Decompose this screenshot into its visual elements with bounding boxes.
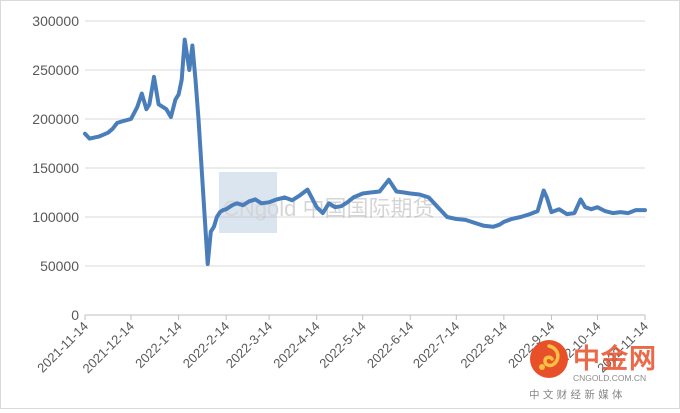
x-tick-label: 2022-8-14 — [457, 319, 510, 372]
y-tick-label: 50000 — [40, 258, 79, 274]
y-tick-label: 300000 — [32, 13, 79, 29]
y-tick-label: 200000 — [32, 111, 79, 127]
gridlines — [85, 20, 645, 267]
y-tick-label: 250000 — [32, 62, 79, 78]
brand-watermark: 中金网 CNGOLD.COM.CN 中 文 财 经 新 媒 体 — [529, 337, 675, 403]
brand-logo-icon — [530, 340, 568, 378]
y-tick-label: 0 — [71, 307, 79, 323]
y-axis-tick-labels: 0 50000 100000 150000 200000 250000 300000 — [32, 13, 79, 323]
x-tick-label: 2022-7-14 — [410, 319, 463, 372]
brand-url: CNGOLD.COM.CN — [573, 373, 647, 383]
x-tick-label: 2022-5-14 — [316, 319, 369, 372]
series-line — [83, 37, 647, 266]
brand-name: 中金网 — [573, 344, 657, 375]
x-tick-label: 2022-6-14 — [364, 319, 417, 372]
brand-tagline: 中 文 财 经 新 媒 体 — [529, 389, 623, 401]
y-tick-label: 150000 — [32, 160, 79, 176]
x-tick-label: 2022-4-14 — [270, 319, 323, 372]
y-tick-label: 100000 — [32, 209, 79, 225]
x-tick-label: 2022-3-14 — [223, 319, 276, 372]
x-tick-label: 2022-1-14 — [132, 319, 185, 372]
